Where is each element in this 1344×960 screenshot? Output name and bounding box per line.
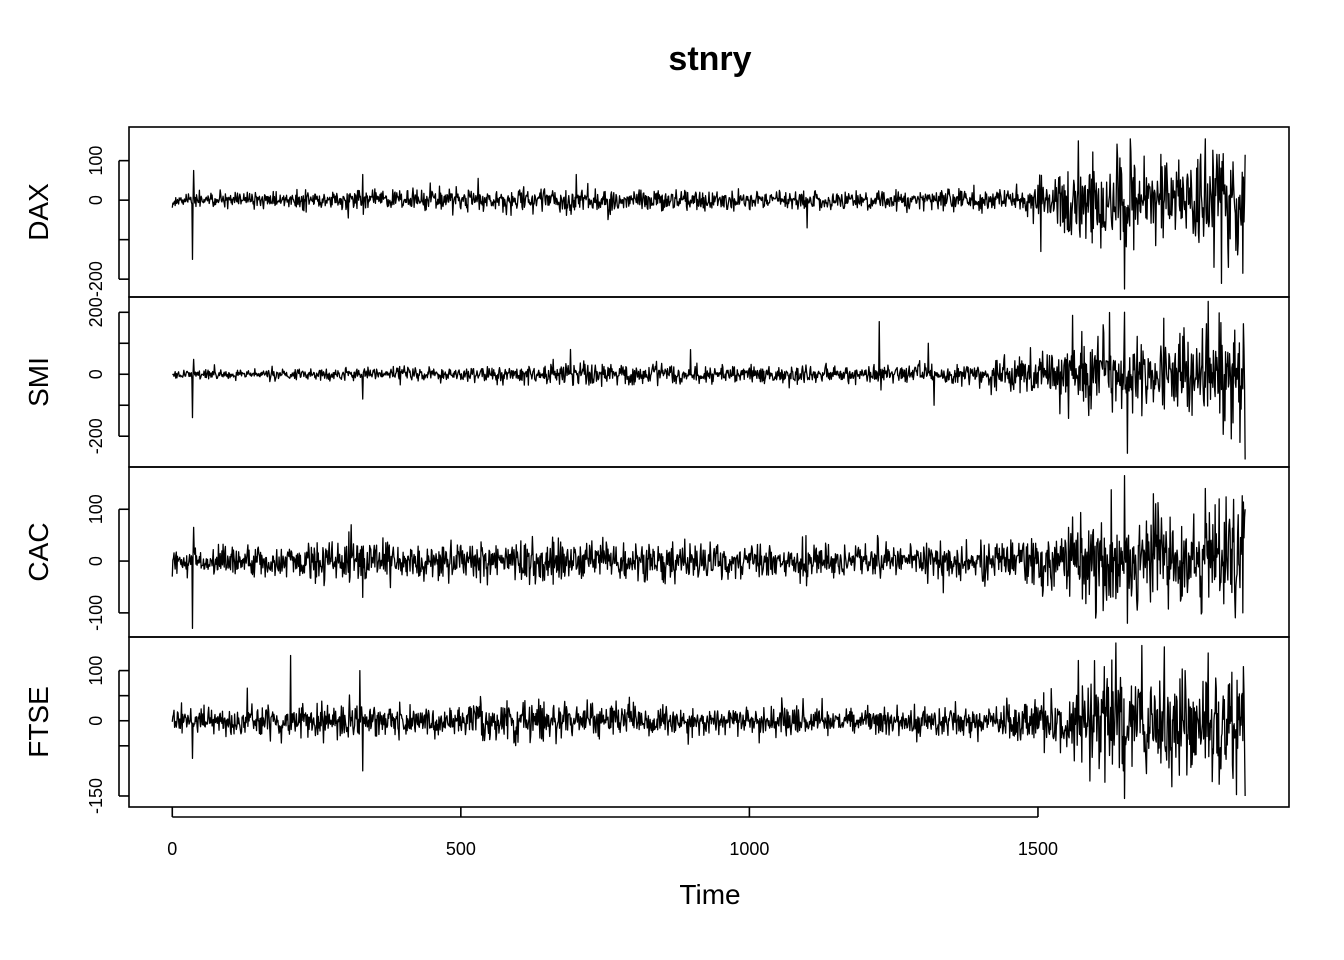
y-axis-label-dax: DAX xyxy=(23,183,54,241)
x-tick-label: 0 xyxy=(167,839,177,859)
y-axis-label-smi: SMI xyxy=(23,357,54,407)
y-axis-dax: -200 0 100 xyxy=(86,146,129,297)
series-line-dax xyxy=(171,138,1246,290)
panel-cac: -100 0 100 CAC xyxy=(23,466,1290,638)
y-tick-label: -200 xyxy=(86,418,106,454)
y-tick-label: 100 xyxy=(86,146,106,176)
y-tick-label: 100 xyxy=(86,494,106,524)
panel-frame xyxy=(128,636,1290,808)
y-axis-label-cac: CAC xyxy=(23,522,54,581)
x-axis: 0 500 1000 1500 xyxy=(167,807,1058,859)
y-axis-cac: -100 0 100 xyxy=(86,494,129,631)
y-tick-label: -200 xyxy=(86,261,106,297)
y-tick-label: 0 xyxy=(86,369,106,379)
x-axis-label: Time xyxy=(679,879,740,910)
y-tick-label: -100 xyxy=(86,595,106,631)
series-line-smi xyxy=(172,300,1246,460)
y-tick-label: 0 xyxy=(86,716,106,726)
y-tick-label: -150 xyxy=(86,778,106,814)
y-axis-smi: -200 0 200 xyxy=(86,297,129,454)
x-tick-label: 1500 xyxy=(1018,839,1058,859)
y-tick-label: 0 xyxy=(86,195,106,205)
panels: -200 0 100 DAX -200 0 200 SMI -100 0 100 CAC -150 0 10… xyxy=(23,126,1290,814)
y-tick-label: 100 xyxy=(86,656,106,686)
x-tick-label: 500 xyxy=(446,839,476,859)
series-line-cac xyxy=(171,474,1246,630)
y-tick-label: 0 xyxy=(86,556,106,566)
series-line-ftse xyxy=(171,642,1246,800)
chart-title: stnry xyxy=(668,40,751,78)
y-axis-ftse: -150 0 100 xyxy=(86,656,129,814)
y-tick-label: 200 xyxy=(86,297,106,327)
y-axis-label-ftse: FTSE xyxy=(23,686,54,758)
x-tick-label: 1000 xyxy=(729,839,769,859)
panel-ftse: -150 0 100 FTSE xyxy=(23,636,1290,814)
